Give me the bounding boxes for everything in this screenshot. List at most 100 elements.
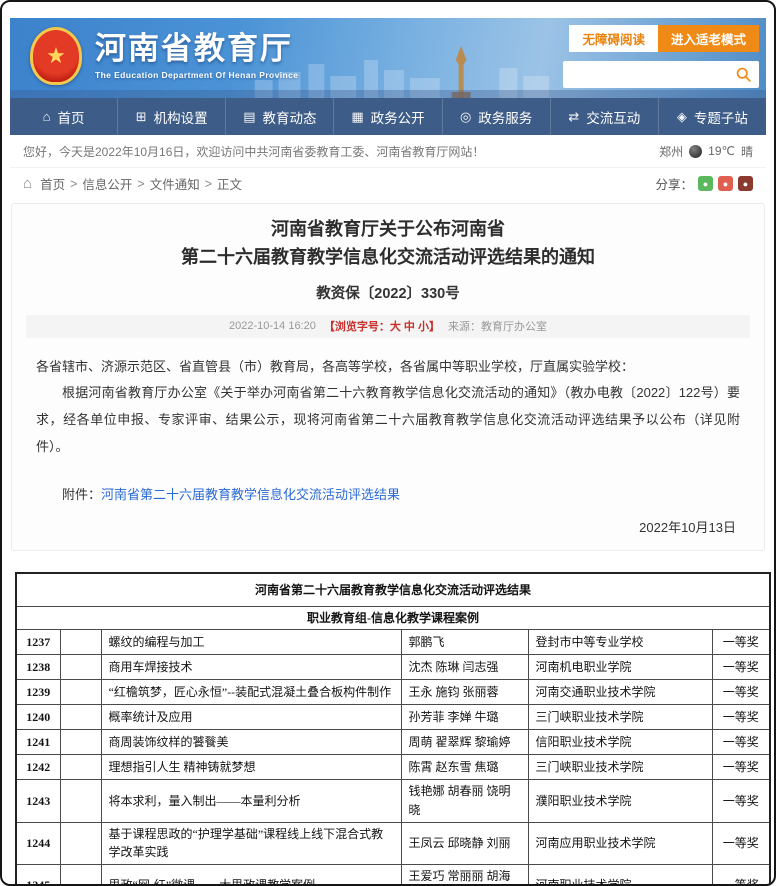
subsite-icon: ◈	[676, 108, 687, 124]
nav-item-label: 政务公开	[370, 110, 425, 126]
breadcrumb-item-1[interactable]: 信息公开	[82, 178, 133, 192]
row-authors-cell: 钱艳娜 胡春丽 饶明晓	[400, 779, 529, 823]
row-award-cell: 一等奖	[711, 754, 771, 781]
row-work-title-cell: 理想指引人生 精神铸就梦想	[100, 754, 402, 781]
breadcrumb-separator: >	[137, 176, 145, 191]
row-id-cell: 1240	[15, 704, 61, 731]
row-award-cell: 一等奖	[711, 629, 771, 656]
table-row: 1243 将本求利，量入制出——本量利分析 钱艳娜 胡春丽 饶明晓 濮阳职业技术学院一…	[15, 779, 771, 823]
nav-item-interact[interactable]: ⇄ 交流互动	[551, 98, 659, 135]
weather-city: 郑州	[659, 144, 684, 159]
row-id-cell: 1237	[15, 629, 61, 656]
weather-icon	[689, 144, 703, 158]
table-row: 1239 “红檐筑梦，匠心永恒”--装配式混凝土叠合板构件制作 王永 施钧 张丽蓉河…	[15, 679, 771, 706]
wechat-share-icon[interactable]: ●	[698, 176, 713, 191]
share-widget: 分享： ● ● ●	[655, 174, 753, 193]
row-id-cell: 1245	[15, 863, 61, 884]
breadcrumb-item-0[interactable]: 首页	[40, 178, 66, 192]
nav-item-services[interactable]: ◎ 政务服务	[443, 98, 551, 135]
search-icon[interactable]	[735, 66, 752, 83]
accessibility-reading-button[interactable]: 无障碍阅读	[569, 25, 658, 52]
city-skyline-graphic	[10, 46, 766, 98]
search-input[interactable]	[563, 61, 728, 88]
row-authors-cell: 王凤云 邱晓静 刘丽	[400, 821, 529, 865]
row-id-cell: 1244	[15, 821, 61, 865]
disclosure-icon: ▦	[351, 108, 364, 124]
nav-item-label: 教育动态	[262, 110, 317, 126]
national-emblem-logo: ★	[30, 27, 82, 85]
row-school-cell: 濮阳职业技术学院	[527, 779, 713, 823]
doc-date: 2022年10月13日	[639, 520, 736, 536]
row-work-title-cell: 将本求利，量入制出——本量利分析	[100, 779, 402, 823]
home-icon: ⌂	[23, 175, 33, 192]
row-authors-cell: 沈杰 陈琳 闫志强	[400, 654, 529, 681]
nav-item-label: 首页	[57, 110, 85, 126]
row-blank-cell	[59, 704, 102, 731]
table-row: 1242 理想指引人生 精神铸就梦想 陈霄 赵东雪 焦璐 三门峡职业技术学院 一等奖	[15, 754, 771, 781]
body-paragraph: 根据河南省教育厅办公室《关于举办河南省第二十六教育教学信息化交流活动的通知》（教…	[36, 385, 740, 454]
row-work-title-cell: 商周装饰纹样的饕餮美	[100, 729, 402, 756]
qq-share-icon[interactable]: ●	[738, 176, 753, 191]
row-blank-cell	[59, 754, 102, 781]
breadcrumb: ⌂ 首页 > 信息公开 > 文件通知 > 正文	[23, 174, 242, 193]
results-table-body: 河南省第二十六届教育教学信息化交流活动评选结果 职业教育组-信息化教学课程案例 …	[15, 572, 771, 884]
row-school-cell: 信阳职业技术学院	[527, 729, 713, 756]
breadcrumb-separator: >	[70, 176, 78, 191]
font-size-switcher[interactable]: 【浏览字号：大 中 小】	[323, 321, 440, 334]
row-award-cell: 一等奖	[711, 863, 771, 884]
nav-item-news[interactable]: ▤ 教育动态	[226, 98, 335, 135]
nav-item-home[interactable]: ⌂ 首页	[10, 98, 119, 135]
results-table-section: 河南省第二十六届教育教学信息化交流活动评选结果 职业教育组-信息化教学课程案例 …	[15, 572, 772, 884]
row-authors-cell: 周萌 翟翠辉 黎瑜婷	[400, 729, 529, 756]
attachment-line: 附件：河南省第二十六届教育教学信息化交流活动评选结果	[36, 484, 740, 503]
row-school-cell: 河南交通职业技术学院	[527, 679, 713, 706]
breadcrumb-bar: ⌂ 首页 > 信息公开 > 文件通知 > 正文 分享： ● ● ●	[10, 168, 766, 199]
page-title: 河南省教育厅关于公布河南省 第二十六届教育教学信息化交流活动评选结果的通知	[36, 216, 740, 272]
row-blank-cell	[59, 654, 102, 681]
site-banner: ★ 河南省教育厅 The Education Department Of Hen…	[10, 18, 766, 98]
row-authors-cell: 王爱巧 常丽丽 胡海涵	[400, 863, 529, 884]
elder-mode-button[interactable]: 进入适老模式	[657, 25, 759, 52]
table-row: 1237 螺纹的编程与加工 郭鹏飞 登封市中等专业学校 一等奖	[15, 629, 771, 656]
share-label: 分享：	[655, 178, 693, 192]
weather-temperature: 19℃	[708, 144, 735, 158]
document-icon: ▤	[243, 108, 256, 124]
row-school-cell: 河南机电职业学院	[527, 654, 713, 681]
home-icon: ⌂	[42, 109, 51, 124]
nav-item-label: 政务服务	[478, 110, 533, 126]
row-blank-cell	[59, 729, 102, 756]
nav-item-openness[interactable]: ▦ 政务公开	[334, 98, 443, 135]
row-authors-cell: 孙芳菲 李婵 牛璐	[400, 704, 529, 731]
attachment-label: 附件：	[62, 487, 102, 503]
row-school-cell: 三门峡职业技术学院	[527, 704, 713, 731]
nav-item-label: 交流互动	[586, 110, 641, 126]
breadcrumb-separator: >	[204, 176, 213, 191]
row-blank-cell	[59, 679, 102, 706]
nav-bar: ⌂ 首页 ⊞ 机构设置 ▤ 教育动态 ▦ 政务公开 ◎ 政务服务 ⇄ 交流互动 …	[10, 98, 766, 135]
nav-item-subsites[interactable]: ◈ 专题子站	[659, 98, 766, 135]
weather-condition: 晴	[740, 144, 753, 159]
nav-item-label: 专题子站	[693, 110, 748, 126]
greeting-bar: 您好，今天是2022年10月16日，欢迎访问中共河南省委教育工委、河南省教育厅网…	[10, 135, 766, 168]
weibo-share-icon[interactable]: ●	[718, 176, 733, 191]
row-id-cell: 1238	[15, 654, 61, 681]
table-group-header: 职业教育组-信息化教学课程案例	[15, 605, 771, 631]
table-row: 1244 基于课程思政的“护理学基础”课程线上线下混合式教学改革实践 王凤云 邱晓静…	[15, 821, 771, 865]
source-label: 来源：教育厅办公室	[447, 321, 547, 334]
row-award-cell: 一等奖	[711, 704, 771, 731]
interaction-icon: ⇄	[568, 108, 580, 124]
breadcrumb-item-3[interactable]: 正文	[217, 178, 243, 192]
row-authors-cell: 王永 施钧 张丽蓉	[400, 679, 529, 706]
row-award-cell: 一等奖	[711, 779, 771, 823]
doc-number: 教资保〔2022〕330号	[316, 285, 460, 302]
weather-widget: 郑州 19℃ 晴	[659, 143, 753, 160]
row-work-title-cell: 概率统计及应用	[100, 704, 402, 731]
breadcrumb-item-2[interactable]: 文件通知	[149, 178, 200, 192]
attachment-link[interactable]: 河南省第二十六届教育教学信息化交流活动评选结果	[101, 487, 401, 503]
row-award-cell: 一等奖	[711, 821, 771, 865]
row-work-title-cell: 商用车焊接技术	[100, 654, 402, 681]
table-row: 1240 概率统计及应用 孙芳菲 李婵 牛璐 三门峡职业技术学院 一等奖	[15, 704, 771, 731]
nav-item-orgs[interactable]: ⊞ 机构设置	[118, 98, 227, 135]
doc-title-line1: 河南省教育厅关于公布河南省	[271, 219, 505, 239]
